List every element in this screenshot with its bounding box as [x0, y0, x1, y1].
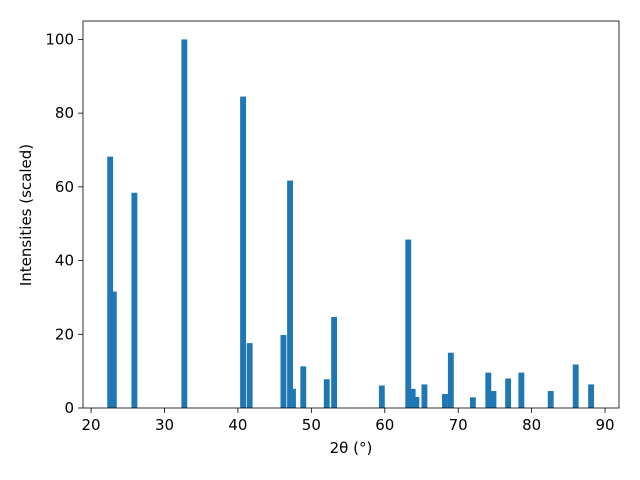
y-axis-label: Intensities (scaled): [17, 144, 35, 286]
bar: [131, 192, 138, 408]
bar: [518, 372, 525, 408]
bar: [469, 397, 476, 408]
bar: [246, 343, 253, 408]
bar: [107, 156, 114, 408]
bar: [547, 391, 554, 408]
y-tick-label: 40: [55, 252, 74, 270]
bar: [490, 391, 497, 408]
bar: [588, 384, 595, 408]
bar: [300, 366, 307, 408]
y-tick-label: 100: [45, 30, 74, 48]
bar: [240, 96, 247, 409]
x-tick-label: 90: [596, 416, 615, 434]
x-axis-label: 2θ (°): [330, 439, 373, 457]
x-tick-label: 50: [302, 416, 321, 434]
bar: [290, 388, 296, 408]
bar: [572, 364, 579, 408]
bar: [421, 384, 428, 408]
bar: [280, 335, 287, 408]
bar: [485, 372, 492, 408]
x-tick-label: 20: [82, 416, 101, 434]
bar: [405, 239, 412, 408]
x-tick-label: 70: [449, 416, 468, 434]
y-tick-label: 20: [55, 325, 74, 343]
bar: [442, 393, 448, 408]
y-tick-label: 0: [64, 399, 74, 417]
bar: [413, 396, 420, 408]
bar: [287, 180, 293, 408]
bar: [378, 385, 385, 408]
bar: [181, 39, 188, 409]
bar: [331, 316, 338, 408]
x-tick-label: 80: [522, 416, 541, 434]
bar: [110, 291, 117, 408]
plot-frame: [82, 20, 620, 409]
bar: [447, 352, 454, 408]
bar: [409, 388, 416, 408]
y-tick-label: 60: [55, 178, 74, 196]
x-tick-label: 30: [155, 416, 174, 434]
x-tick-label: 60: [375, 416, 394, 434]
bar: [323, 379, 330, 408]
x-tick-label: 40: [228, 416, 247, 434]
bar: [505, 378, 512, 408]
y-tick-label: 80: [55, 104, 74, 122]
